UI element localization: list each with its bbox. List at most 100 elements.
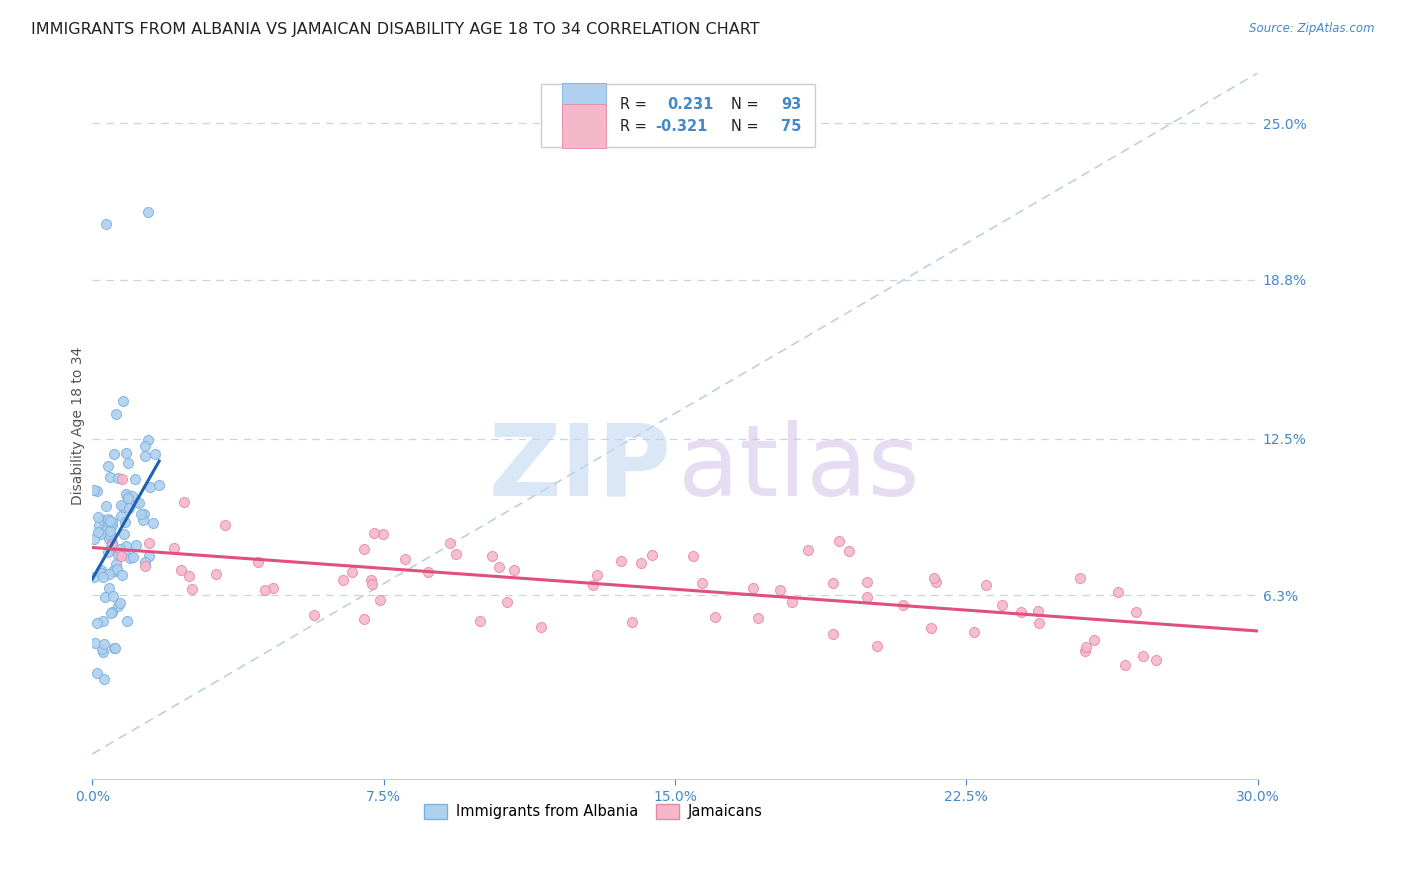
Point	[86, 525, 108, 540]
Point	[112, 394, 135, 409]
Point	[98, 528, 121, 542]
Point	[83, 483, 105, 497]
Point	[107, 548, 129, 562]
Text: 93: 93	[780, 97, 801, 112]
Point	[110, 508, 132, 523]
Point	[97, 515, 120, 529]
Point	[112, 526, 135, 541]
Point	[439, 536, 461, 550]
Point	[361, 577, 384, 591]
Point	[93, 637, 115, 651]
Point	[974, 577, 997, 591]
Point	[103, 641, 125, 656]
Point	[163, 541, 186, 555]
Point	[101, 606, 124, 620]
Point	[1125, 605, 1147, 619]
Point	[1028, 615, 1050, 630]
Point	[180, 582, 202, 596]
Point	[121, 489, 143, 503]
Point	[110, 498, 132, 512]
Point	[136, 204, 159, 219]
Point	[581, 578, 603, 592]
Text: N =: N =	[731, 119, 763, 134]
Point	[98, 581, 121, 595]
Point	[101, 518, 124, 533]
Point	[368, 593, 391, 607]
Text: IMMIGRANTS FROM ALBANIA VS JAMAICAN DISABILITY AGE 18 TO 34 CORRELATION CHART: IMMIGRANTS FROM ALBANIA VS JAMAICAN DISA…	[31, 22, 759, 37]
Point	[90, 527, 112, 541]
Point	[103, 447, 125, 461]
Point	[134, 555, 156, 569]
Text: atlas: atlas	[679, 420, 920, 517]
Point	[177, 569, 200, 583]
Point	[118, 550, 141, 565]
Point	[797, 542, 820, 557]
Point	[105, 407, 128, 421]
Point	[444, 548, 467, 562]
Point	[641, 548, 664, 562]
Point	[1074, 644, 1097, 658]
Point	[103, 564, 125, 578]
Point	[100, 535, 122, 549]
Point	[96, 521, 118, 535]
Point	[340, 565, 363, 579]
Point	[100, 515, 122, 529]
Point	[353, 612, 375, 626]
Point	[690, 575, 713, 590]
Point	[111, 500, 134, 514]
Point	[86, 484, 108, 499]
Text: Source: ZipAtlas.com: Source: ZipAtlas.com	[1250, 22, 1375, 36]
Point	[104, 564, 127, 578]
Point	[418, 565, 440, 579]
Point	[138, 536, 160, 550]
Legend: Immigrants from Albania, Jamaicans: Immigrants from Albania, Jamaicans	[418, 797, 769, 825]
Bar	[562, 104, 606, 148]
Point	[115, 446, 138, 460]
Point	[100, 607, 122, 621]
Text: ZIP: ZIP	[488, 420, 672, 517]
Point	[768, 583, 790, 598]
Point	[139, 480, 162, 494]
Point	[866, 639, 889, 653]
Point	[373, 527, 395, 541]
Bar	[562, 83, 606, 127]
Text: 75: 75	[780, 119, 801, 134]
Point	[84, 635, 107, 649]
Point	[91, 642, 114, 657]
Point	[741, 581, 763, 595]
Point	[115, 615, 138, 629]
Point	[97, 544, 120, 558]
Point	[1010, 605, 1032, 619]
Point	[107, 599, 129, 614]
Point	[100, 540, 122, 554]
Point	[470, 615, 492, 629]
Point	[780, 595, 803, 609]
Point	[503, 563, 526, 577]
Point	[1114, 658, 1136, 673]
Text: -0.321: -0.321	[655, 119, 707, 134]
Point	[332, 574, 354, 588]
Point	[100, 470, 122, 484]
Point	[107, 471, 129, 485]
Text: R =: R =	[620, 119, 651, 134]
Point	[920, 621, 942, 635]
Point	[87, 517, 110, 532]
Point	[110, 541, 132, 556]
Point	[586, 567, 609, 582]
Point	[205, 566, 228, 581]
Point	[246, 555, 269, 569]
Point	[93, 645, 115, 659]
Point	[134, 558, 156, 573]
Point	[107, 562, 129, 576]
Point	[360, 574, 382, 588]
Point	[129, 507, 152, 521]
Point	[100, 538, 122, 552]
Point	[682, 549, 704, 563]
Point	[114, 547, 136, 561]
Point	[630, 556, 652, 570]
Point	[821, 627, 844, 641]
Point	[91, 614, 114, 628]
Point	[254, 583, 277, 598]
Point	[963, 625, 986, 640]
Point	[704, 610, 727, 624]
